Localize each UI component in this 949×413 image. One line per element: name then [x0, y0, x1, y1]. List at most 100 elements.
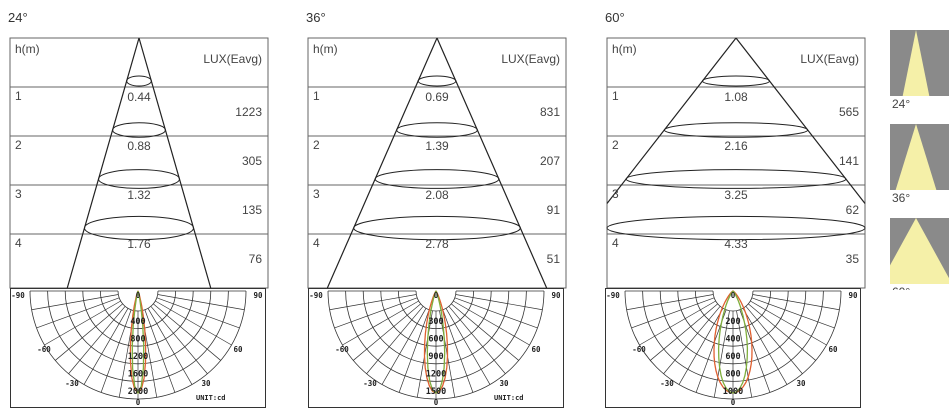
beam-icon-column: 24° 36° 60° — [879, 30, 949, 299]
beam-ellipse — [663, 122, 809, 138]
lux-value: 1223 — [235, 105, 262, 119]
polar-spoke — [448, 306, 506, 374]
lux-value: 135 — [242, 203, 262, 217]
polar-spoke — [329, 294, 417, 311]
polar-spoke — [451, 303, 519, 361]
polar-spoke — [398, 309, 430, 393]
diameter-value: 1.76 — [127, 237, 151, 251]
polar-spoke — [455, 294, 543, 311]
ring-label: 600 — [428, 334, 443, 344]
diameter-value: 4.33 — [724, 237, 748, 251]
polar-spoke — [44, 300, 121, 346]
lux-value: 207 — [540, 154, 560, 168]
polar-diagram-24: 400 800 1200 1600 2000 0 0 -90 -60 -30 90 60 30 UNIT:… — [10, 288, 266, 408]
beam-icon-24-label: 24° — [892, 97, 910, 111]
polar-spoke — [156, 297, 240, 329]
curve-c90 — [426, 290, 446, 394]
polar-spoke — [100, 309, 132, 393]
curve-c90 — [131, 290, 145, 395]
angle-label-right: 90 — [551, 291, 561, 300]
beam-ellipse — [112, 122, 166, 138]
diameter-value: 2.08 — [425, 188, 449, 202]
angle-label-left: -60 — [335, 345, 349, 354]
lux-value: 51 — [547, 252, 561, 266]
beam-diagram-24: 24° h(m) LUX(Eavg) 1 0.44 1223 2 0.88 305 3 1.32 13… — [8, 10, 269, 289]
ring-label: 300 — [428, 317, 443, 327]
bottom-label: 0 — [136, 398, 141, 407]
beam-icon-36-label: 36° — [892, 191, 910, 205]
ring-label: 900 — [428, 352, 443, 362]
polar-spoke — [752, 294, 840, 311]
angle-label-left: -30 — [65, 379, 79, 388]
angle-label-left: -60 — [632, 345, 646, 354]
polar-diagram-36: 300 600 900 1200 1500 0 0 -90 -60 -30 90 60 30 UNIT:c… — [308, 288, 564, 408]
beam-ellipse — [98, 169, 180, 189]
height-value: 4 — [313, 236, 320, 250]
diameter-value: 2.78 — [425, 237, 449, 251]
polar-spoke — [157, 294, 245, 311]
polar-spoke — [36, 297, 120, 329]
beam-ellipse — [417, 75, 457, 87]
diameter-value: 0.88 — [127, 139, 151, 153]
polar-ring — [415, 290, 457, 312]
bottom-label: 0 — [731, 398, 736, 407]
height-value: 1 — [612, 89, 619, 103]
polar-spoke — [713, 310, 730, 398]
beam-icon-24-beam — [902, 30, 930, 96]
height-value: 2 — [313, 138, 320, 152]
lux-value: 62 — [846, 203, 860, 217]
ring-label: 1000 — [723, 387, 743, 397]
beam-edge-right — [436, 37, 548, 289]
polar-spoke — [68, 306, 126, 374]
beam-ellipse — [353, 215, 521, 241]
polar-spoke — [150, 306, 208, 374]
top-label: 0 — [731, 291, 736, 300]
angle-label: 60° — [605, 10, 625, 25]
beam-table-24: 24° h(m) LUX(Eavg) 1 0.44 1223 2 0.88 305 3 1.32 13… — [0, 0, 290, 300]
polar-spoke — [750, 300, 827, 346]
ring-label: 1200 — [128, 352, 148, 362]
diameter-value: 0.69 — [425, 90, 449, 104]
polar-spoke — [445, 308, 491, 385]
polar-spoke — [736, 310, 753, 398]
polar-spoke — [742, 308, 788, 385]
height-value: 3 — [612, 187, 619, 201]
lux-value: 141 — [839, 154, 859, 168]
top-label: 0 — [136, 291, 141, 300]
bottom-label: 0 — [434, 398, 439, 407]
diameter-value: 3.25 — [724, 188, 748, 202]
beam-edge-right — [735, 37, 866, 204]
angle-label-right: 60 — [233, 345, 243, 354]
header-h: h(m) — [612, 42, 637, 56]
polar-spoke — [442, 309, 474, 393]
ring-label: 2000 — [128, 387, 148, 397]
polar-spoke — [626, 294, 714, 311]
beam-icon-36-beam — [895, 124, 937, 190]
lux-value: 76 — [249, 252, 263, 266]
angle-label-right: 90 — [848, 291, 858, 300]
polar-spoke — [147, 308, 193, 385]
polar-spoke — [31, 294, 119, 311]
lux-value: 305 — [242, 154, 262, 168]
lux-value: 35 — [846, 252, 860, 266]
angle-label-left: -90 — [11, 291, 25, 300]
header-h: h(m) — [15, 42, 40, 56]
polar-diagram-60: 200 400 600 800 1000 0 0 -90 -60 -30 90 60 30 — [605, 288, 861, 408]
header-lux: LUX(Eavg) — [203, 52, 262, 66]
lux-value: 565 — [839, 105, 859, 119]
angle-label-right: 60 — [828, 345, 838, 354]
angle-label: 36° — [306, 10, 326, 25]
beam-ellipse — [126, 75, 152, 87]
lux-value: 91 — [547, 203, 561, 217]
top-label: 0 — [434, 291, 439, 300]
beam-ellipse — [625, 169, 847, 189]
beam-ellipse — [396, 122, 478, 138]
beam-icon-60-beam — [879, 218, 949, 284]
header-lux: LUX(Eavg) — [800, 52, 859, 66]
polar-spoke — [155, 300, 232, 346]
polar-ring — [117, 290, 159, 312]
beam-ellipse — [374, 169, 500, 189]
height-value: 2 — [612, 138, 619, 152]
polar-spoke — [334, 297, 418, 329]
polar-spoke — [748, 303, 816, 361]
